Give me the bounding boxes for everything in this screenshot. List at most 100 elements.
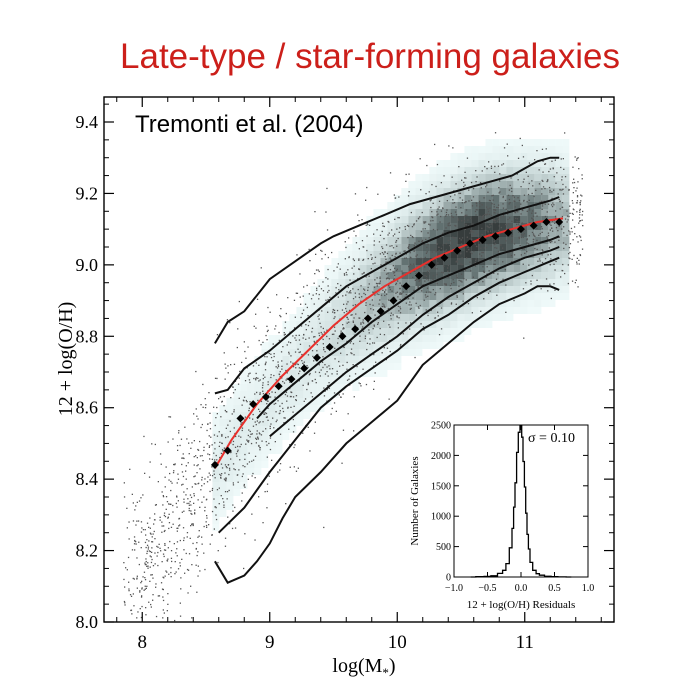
density-cell	[275, 405, 283, 412]
scatter-point	[209, 428, 212, 430]
scatter-point	[562, 263, 564, 266]
scatter-point	[404, 250, 406, 252]
scatter-point	[570, 227, 573, 230]
scatter-point	[456, 261, 459, 263]
density-cell	[310, 286, 318, 293]
scatter-point	[362, 258, 365, 261]
scatter-point	[431, 216, 433, 218]
scatter-point	[515, 217, 517, 219]
scatter-point	[578, 168, 580, 170]
main-x-axis-label-main: log(M	[332, 655, 382, 677]
scatter-point	[365, 302, 367, 304]
scatter-point	[408, 245, 410, 247]
density-cell	[394, 272, 402, 279]
density-cell	[436, 328, 444, 335]
density-cell	[506, 258, 514, 265]
scatter-point	[564, 272, 566, 275]
scatter-point	[571, 258, 573, 260]
scatter-point	[456, 296, 458, 298]
density-cell	[415, 195, 423, 202]
scatter-point	[207, 476, 209, 478]
scatter-point	[314, 273, 316, 275]
scatter-point	[199, 440, 201, 443]
density-cell	[352, 335, 360, 342]
scatter-point	[571, 212, 573, 215]
scatter-point	[514, 206, 516, 208]
scatter-point	[490, 167, 493, 169]
density-cell	[261, 440, 269, 447]
y-tick-label: 9.4	[76, 112, 99, 132]
scatter-point	[191, 442, 193, 444]
scatter-point	[488, 270, 490, 272]
density-cell	[233, 447, 241, 454]
scatter-point	[168, 479, 170, 481]
density-cell	[527, 307, 535, 314]
scatter-point	[383, 253, 385, 255]
scatter-point	[138, 541, 140, 543]
scatter-point	[401, 284, 403, 287]
scatter-point	[268, 352, 270, 355]
scatter-point	[399, 227, 401, 229]
density-cell	[464, 202, 472, 209]
density-cell	[499, 237, 507, 244]
density-cell	[261, 447, 269, 454]
scatter-point	[552, 167, 554, 169]
scatter-point	[298, 380, 300, 382]
scatter-point	[257, 377, 259, 379]
scatter-point	[149, 580, 151, 582]
scatter-point	[226, 467, 228, 469]
density-cell	[436, 279, 444, 286]
scatter-point	[424, 294, 427, 296]
scatter-point	[247, 434, 249, 437]
scatter-point	[211, 489, 213, 491]
scatter-point	[482, 266, 484, 268]
scatter-point	[369, 338, 371, 340]
density-cell	[380, 279, 388, 286]
scatter-point	[458, 166, 460, 168]
scatter-point	[576, 157, 578, 160]
scatter-point	[325, 211, 327, 213]
scatter-point	[198, 530, 200, 532]
density-cell	[240, 475, 248, 482]
density-cell	[310, 307, 318, 314]
scatter-point	[485, 276, 487, 279]
scatter-point	[135, 541, 137, 543]
scatter-point	[148, 540, 150, 542]
density-cell	[478, 244, 486, 251]
scatter-point	[227, 365, 229, 367]
density-cell	[415, 216, 423, 223]
scatter-point	[145, 560, 147, 563]
scatter-point	[520, 254, 522, 256]
scatter-point	[440, 210, 443, 212]
density-cell	[485, 272, 493, 279]
density-cell	[506, 223, 514, 230]
scatter-point	[376, 283, 379, 285]
scatter-point	[197, 448, 199, 451]
density-cell	[380, 328, 388, 335]
scatter-point	[511, 251, 514, 253]
scatter-point	[427, 314, 429, 317]
density-cell	[513, 153, 521, 160]
scatter-point	[404, 257, 406, 259]
scatter-point	[500, 217, 502, 219]
scatter-point	[239, 459, 241, 461]
scatter-point	[268, 475, 270, 477]
scatter-point	[432, 220, 434, 222]
scatter-point	[579, 220, 581, 222]
density-cell	[373, 335, 381, 342]
scatter-point	[255, 372, 257, 375]
scatter-point	[288, 353, 290, 355]
scatter-point	[188, 453, 190, 455]
scatter-point	[279, 410, 281, 412]
scatter-point	[179, 615, 182, 617]
scatter-point	[470, 181, 473, 184]
density-cell	[429, 307, 437, 314]
scatter-point	[361, 240, 364, 242]
density-cell	[478, 202, 486, 209]
scatter-point	[528, 235, 530, 237]
scatter-point	[450, 212, 452, 215]
scatter-point	[476, 233, 478, 235]
density-cell	[429, 223, 437, 230]
scatter-point	[259, 433, 261, 435]
density-cell	[541, 202, 549, 209]
